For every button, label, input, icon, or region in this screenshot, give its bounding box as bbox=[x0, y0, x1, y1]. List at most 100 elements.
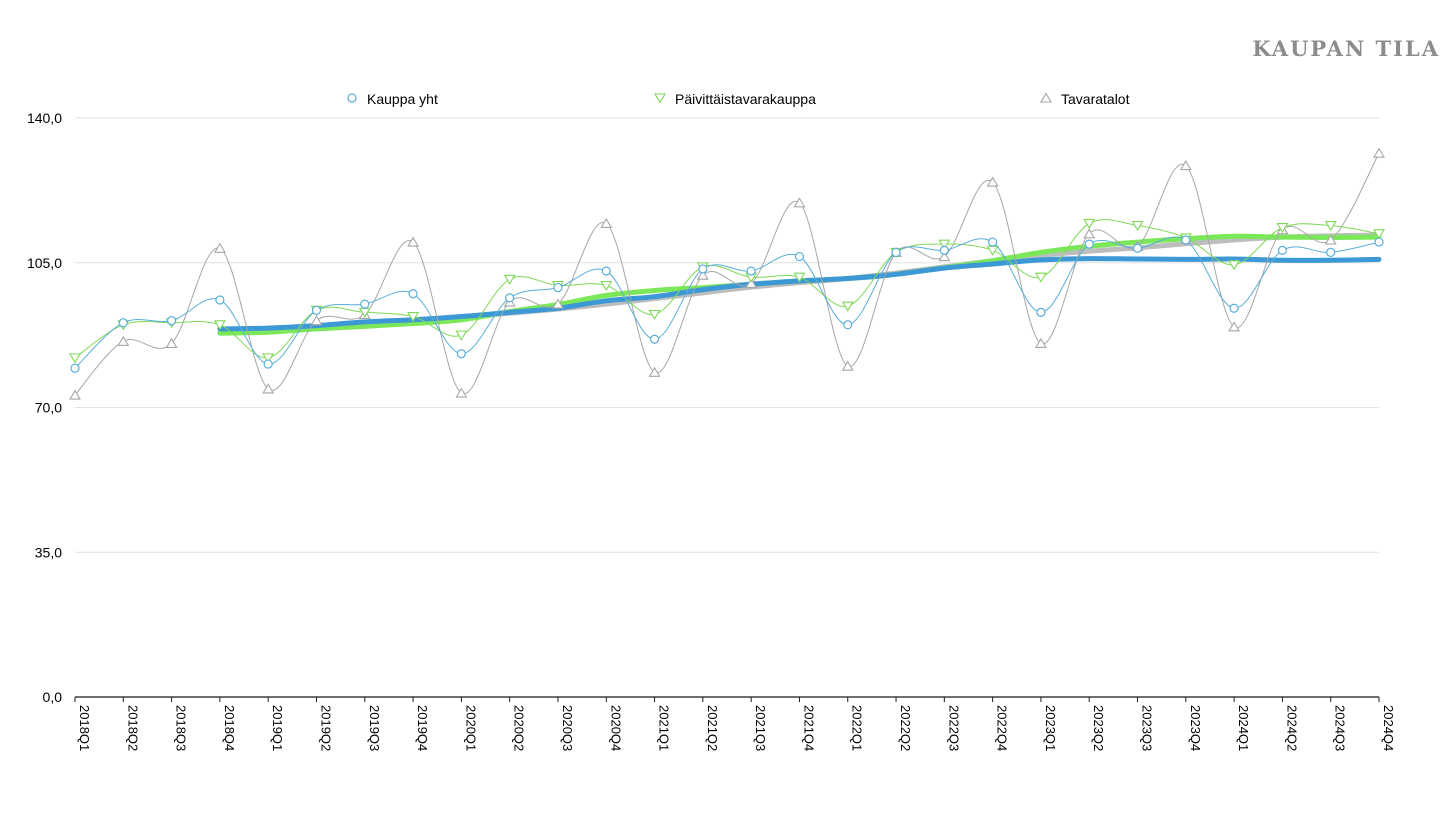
data-point bbox=[552, 298, 564, 309]
data-point bbox=[505, 293, 515, 303]
trend-lines bbox=[217, 232, 1382, 336]
data-point bbox=[1324, 220, 1337, 232]
x-tick-label: 2020Q4 bbox=[608, 705, 623, 751]
x-tick-label: 2018Q3 bbox=[174, 705, 189, 751]
y-tick-label: 70,0 bbox=[35, 400, 62, 416]
x-tick-label: 2019Q1 bbox=[270, 705, 285, 751]
x-tick-label: 2021Q4 bbox=[801, 705, 816, 751]
data-point bbox=[841, 360, 854, 371]
legend-label: Kauppa yht bbox=[367, 91, 438, 107]
legend-label: Päivittäistavarakauppa bbox=[675, 91, 816, 107]
data-point bbox=[794, 251, 805, 262]
x-tick-label: 2024Q4 bbox=[1381, 705, 1396, 751]
data-point bbox=[938, 250, 951, 262]
x-tick-label: 2021Q3 bbox=[753, 705, 768, 751]
data-point bbox=[1373, 229, 1385, 240]
x-tick-label: 2020Q3 bbox=[560, 705, 575, 751]
data-point bbox=[213, 242, 226, 253]
data-point bbox=[1034, 337, 1047, 348]
data-point bbox=[455, 330, 468, 341]
data-point bbox=[649, 334, 660, 344]
data-point bbox=[262, 383, 275, 394]
data-point bbox=[1131, 220, 1144, 232]
data-point bbox=[601, 266, 611, 276]
data-point bbox=[1083, 218, 1096, 230]
data-point bbox=[311, 305, 322, 315]
data-point bbox=[310, 315, 323, 326]
data-point bbox=[69, 389, 81, 400]
legend-marker bbox=[347, 93, 357, 103]
data-point bbox=[1228, 260, 1241, 271]
data-point bbox=[1132, 243, 1143, 253]
legend-marker bbox=[654, 93, 666, 104]
data-point bbox=[407, 236, 420, 247]
x-axis: 2018Q1 2018Q2 2018Q3 2018Q4 2019Q1 2019Q2 2019… bbox=[74, 696, 1396, 751]
data-point bbox=[745, 277, 758, 288]
data-point bbox=[503, 274, 516, 285]
data-point bbox=[262, 353, 275, 364]
data-point bbox=[69, 353, 81, 364]
data-point bbox=[455, 387, 468, 398]
data-point bbox=[408, 289, 418, 299]
data-point bbox=[746, 266, 756, 276]
series-line bbox=[74, 219, 1380, 359]
data-point bbox=[165, 337, 178, 348]
x-tick-label: 2021Q1 bbox=[657, 705, 672, 751]
data-point bbox=[793, 197, 806, 208]
x-tick-label: 2018Q2 bbox=[125, 705, 140, 751]
data-point bbox=[407, 311, 420, 323]
x-tick-label: 2022Q1 bbox=[850, 705, 865, 751]
data-point bbox=[1373, 147, 1385, 158]
legend-item: Kauppa yht bbox=[347, 91, 438, 107]
data-point bbox=[1374, 237, 1384, 247]
x-tick-label: 2019Q4 bbox=[415, 705, 430, 751]
data-point bbox=[263, 359, 273, 369]
y-axis-ticks: 0,0 35,0 70,0 105,0 140,0 bbox=[27, 110, 62, 705]
x-tick-label: 2023Q2 bbox=[1091, 705, 1106, 751]
data-point bbox=[117, 335, 130, 346]
legend-label: Tavaratalot bbox=[1061, 91, 1130, 107]
data-point bbox=[648, 366, 661, 377]
x-tick-label: 2019Q2 bbox=[318, 705, 333, 751]
x-tick-label: 2023Q4 bbox=[1188, 705, 1203, 751]
y-tick-label: 0,0 bbox=[43, 689, 63, 705]
data-point bbox=[213, 320, 226, 331]
y-tick-label: 35,0 bbox=[35, 544, 62, 560]
x-tick-label: 2022Q3 bbox=[946, 705, 961, 751]
data-point bbox=[1277, 245, 1288, 255]
data-point bbox=[988, 237, 998, 247]
x-tick-label: 2021Q2 bbox=[705, 705, 720, 751]
data-point bbox=[215, 295, 225, 305]
data-point bbox=[1228, 321, 1241, 332]
x-tick-label: 2023Q1 bbox=[1043, 705, 1058, 751]
data-point bbox=[360, 299, 370, 309]
legend-item: Tavaratalot bbox=[1040, 91, 1130, 107]
data-point bbox=[986, 245, 999, 256]
data-point bbox=[1083, 228, 1096, 239]
data-point bbox=[841, 301, 854, 312]
legend: Kauppa yht Päivittäistavarakauppa Tavarata… bbox=[347, 91, 1130, 107]
y-tick-label: 140,0 bbox=[27, 110, 62, 126]
data-point bbox=[1324, 234, 1337, 245]
series-lines bbox=[69, 147, 1385, 400]
brand-title: KAUPAN TILA bbox=[1252, 36, 1440, 61]
x-tick-label: 2018Q4 bbox=[222, 705, 237, 751]
data-point bbox=[1179, 159, 1192, 171]
data-point bbox=[1036, 307, 1046, 317]
data-point bbox=[166, 316, 177, 326]
x-tick-label: 2018Q1 bbox=[77, 705, 92, 751]
x-tick-label: 2024Q2 bbox=[1284, 705, 1299, 751]
data-point bbox=[843, 320, 853, 330]
x-tick-label: 2024Q3 bbox=[1333, 705, 1348, 751]
data-point bbox=[698, 264, 708, 274]
x-tick-label: 2020Q2 bbox=[512, 705, 527, 751]
data-point bbox=[891, 247, 901, 258]
data-point bbox=[456, 349, 466, 359]
x-tick-label: 2019Q3 bbox=[367, 705, 382, 751]
trend-line bbox=[217, 256, 1382, 332]
data-point bbox=[118, 318, 128, 328]
x-tick-label: 2024Q1 bbox=[1236, 705, 1251, 751]
data-point bbox=[1229, 303, 1239, 313]
data-point bbox=[1276, 223, 1289, 234]
